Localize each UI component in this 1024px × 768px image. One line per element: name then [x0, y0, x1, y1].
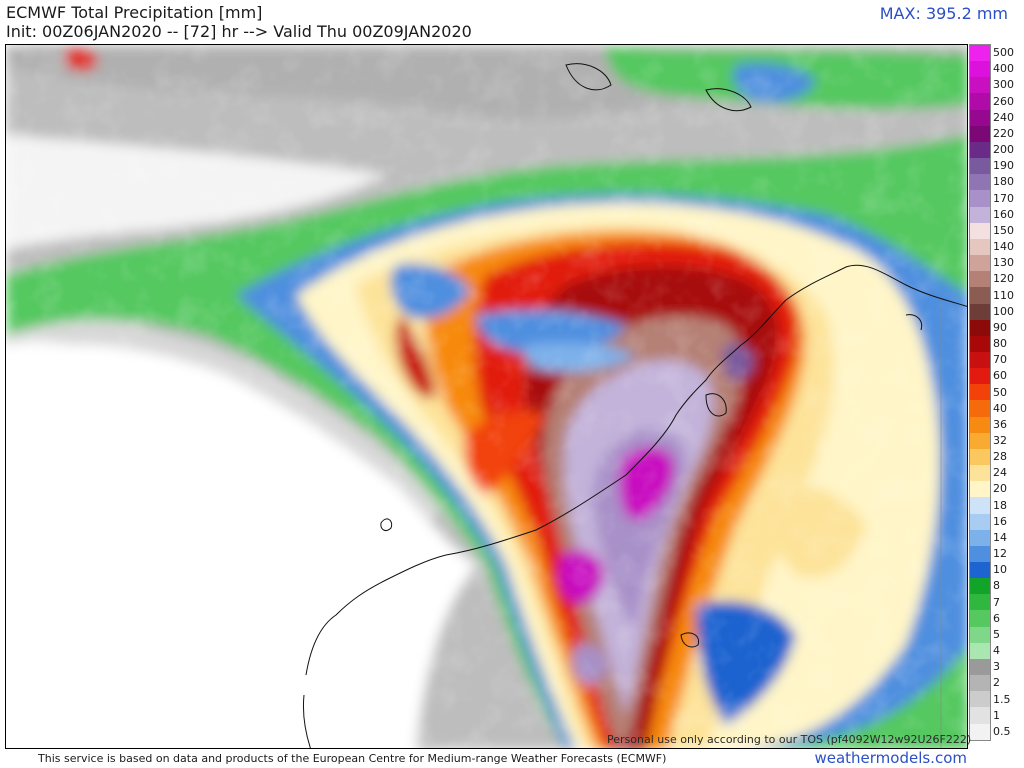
colorbar-swatch	[970, 497, 990, 514]
colorbar-swatch	[970, 368, 990, 385]
colorbar-tick-label: 300	[993, 78, 1014, 92]
colorbar-tick-label: 260	[993, 94, 1014, 108]
colorbar-swatch	[970, 691, 990, 708]
colorbar-tick-label: 8	[993, 579, 1000, 593]
colorbar-tick-label: 20	[993, 482, 1007, 496]
colorbar-tick-label: 70	[993, 353, 1007, 367]
colorbar-swatch	[970, 190, 990, 207]
colorbar-swatch	[970, 529, 990, 546]
colorbar-swatch	[970, 416, 990, 433]
site-link[interactable]: weathermodels.com	[814, 749, 967, 767]
map-canvas	[6, 45, 967, 748]
colorbar-tick-label: 5	[993, 627, 1000, 641]
colorbar-swatch	[970, 545, 990, 562]
colorbar-swatch	[970, 93, 990, 110]
colorbar-swatch	[970, 222, 990, 239]
colorbar-swatch	[970, 400, 990, 417]
colorbar-tick-label: 190	[993, 159, 1014, 173]
colorbar-tick-label: 100	[993, 304, 1014, 318]
colorbar-tick-label: 2	[993, 676, 1000, 690]
texture-overlay	[6, 45, 967, 748]
colorbar-swatch	[970, 594, 990, 611]
colorbar-swatch	[970, 481, 990, 498]
colorbar-tick-label: 200	[993, 143, 1014, 157]
colorbar-swatch	[970, 642, 990, 659]
colorbar-swatch	[970, 287, 990, 304]
colorbar-tick-label: 14	[993, 530, 1007, 544]
colorbar-tick-label: 220	[993, 126, 1014, 140]
colorbar-tick-label: 120	[993, 272, 1014, 286]
colorbar-swatch	[970, 658, 990, 676]
colorbar-labels: 500 400 300 260 240 220 200 190 180 170 160 150 140 1…	[993, 44, 1024, 741]
colorbar-tick-label: 12	[993, 547, 1007, 561]
colorbar-swatch	[970, 303, 990, 320]
colorbar-tick-label: 1	[993, 708, 1000, 722]
colorbar-swatch	[970, 61, 990, 78]
colorbar-swatch	[970, 335, 990, 352]
colorbar-swatch	[970, 448, 990, 466]
colorbar-tick-label: 16	[993, 514, 1007, 528]
colorbar-tick-label: 130	[993, 256, 1014, 270]
colorbar-tick-label: 60	[993, 369, 1007, 383]
colorbar-swatch	[970, 125, 990, 142]
colorbar-swatch	[970, 513, 990, 530]
colorbar-swatch	[970, 578, 990, 595]
colorbar-swatch	[970, 141, 990, 159]
colorbar-swatch	[970, 675, 990, 692]
colorbar-swatch	[970, 255, 990, 272]
colorbar-tick-label: 10	[993, 563, 1007, 577]
colorbar-swatch	[970, 77, 990, 94]
colorbar-swatch	[970, 319, 990, 336]
max-value-label: MAX: 395.2 mm	[879, 4, 1008, 23]
watermark-text: Personal use only according to our TOS (…	[607, 733, 972, 746]
colorbar-tick-label: 4	[993, 644, 1000, 658]
colorbar-tick-label: 36	[993, 417, 1007, 431]
colorbar-tick-label: 160	[993, 207, 1014, 221]
chart-title: ECMWF Total Precipitation [mm]	[6, 3, 263, 22]
colorbar-tick-label: 24	[993, 466, 1007, 480]
footer-notice: This service is based on data and produc…	[38, 752, 667, 765]
colorbar-tick-label: 0.5	[993, 724, 1011, 738]
precipitation-map[interactable]	[5, 44, 968, 749]
colorbar-tick-label: 90	[993, 320, 1007, 334]
colorbar-swatch	[970, 610, 990, 627]
colorbar-tick-label: 400	[993, 62, 1014, 76]
colorbar-swatch	[970, 238, 990, 256]
colorbar-swatch	[970, 465, 990, 482]
colorbar-tick-label: 180	[993, 175, 1014, 189]
colorbar-tick-label: 50	[993, 385, 1007, 399]
colorbar-swatch	[970, 174, 990, 191]
colorbar-swatch	[970, 562, 990, 579]
colorbar-tick-label: 7	[993, 595, 1000, 609]
colorbar-swatch	[970, 432, 990, 449]
colorbar-tick-label: 150	[993, 223, 1014, 237]
colorbar-swatch	[970, 158, 990, 175]
colorbar-tick-label: 40	[993, 401, 1007, 415]
colorbar-tick-label: 170	[993, 191, 1014, 205]
colorbar-tick-label: 240	[993, 110, 1014, 124]
colorbar-swatch	[970, 707, 990, 724]
run-info: Init: 00Z06JAN2020 -- [72] hr --> Valid …	[6, 22, 472, 41]
colorbar-swatch	[970, 626, 990, 643]
colorbar-swatch	[970, 384, 990, 401]
colorbar-tick-label: 500	[993, 46, 1014, 60]
colorbar-tick-label: 80	[993, 337, 1007, 350]
precip-colorbar	[969, 44, 991, 741]
colorbar-swatch	[970, 206, 990, 223]
colorbar-tick-label: 6	[993, 611, 1000, 625]
colorbar-swatch	[970, 723, 990, 740]
colorbar-tick-label: 32	[993, 433, 1007, 447]
colorbar-tick-label: 1.5	[993, 692, 1011, 706]
colorbar-swatch	[970, 271, 990, 288]
colorbar-swatch	[970, 45, 990, 62]
colorbar-tick-label: 3	[993, 660, 1000, 674]
colorbar-tick-label: 140	[993, 240, 1014, 254]
colorbar-tick-label: 110	[993, 288, 1014, 302]
colorbar-swatch	[970, 109, 990, 126]
coastlines	[303, 63, 967, 748]
colorbar-tick-label: 18	[993, 498, 1007, 512]
colorbar-tick-label: 28	[993, 450, 1007, 464]
colorbar-swatch	[970, 351, 990, 369]
